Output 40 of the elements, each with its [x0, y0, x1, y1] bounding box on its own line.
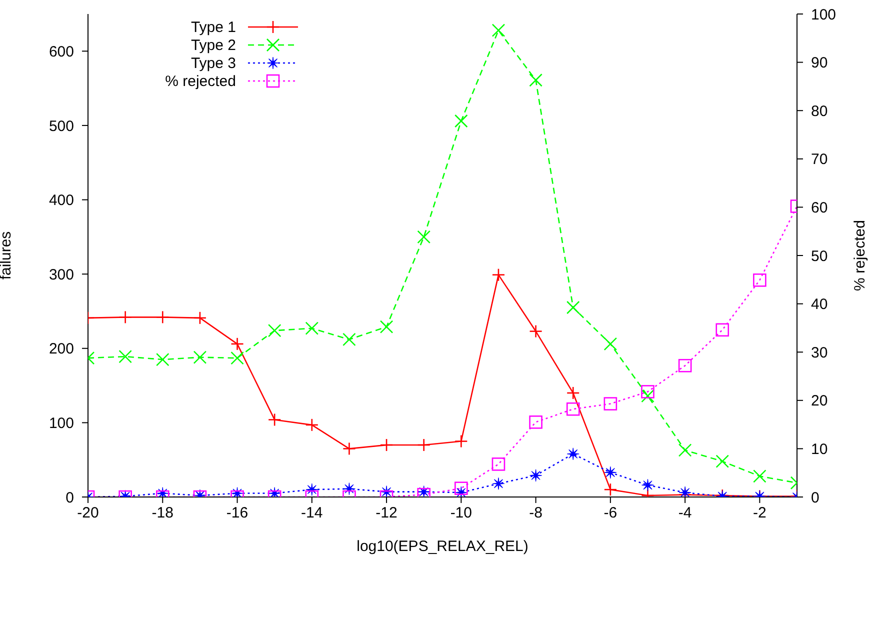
- point: [604, 466, 617, 479]
- legend-label: Type 1: [190, 18, 236, 36]
- y2-tick-label: 60: [811, 200, 828, 217]
- y2-tick-label: 70: [811, 151, 828, 168]
- y2-tick-label: 30: [811, 344, 828, 362]
- y2-tick-label: 50: [811, 248, 828, 265]
- y2-tick-label: 0: [811, 489, 820, 506]
- x-tick-label: -20: [77, 504, 99, 522]
- point: [492, 477, 505, 490]
- y2-tick-label: 20: [811, 392, 828, 410]
- point: [678, 486, 692, 497]
- y-tick-label: 500: [48, 118, 74, 135]
- x-tick-label: -8: [529, 504, 542, 522]
- y2-tick-label: 10: [811, 441, 828, 458]
- x-tick-label: -18: [152, 504, 174, 522]
- y-tick-label: 0: [66, 489, 74, 506]
- y2-axis-title: % rejected: [851, 220, 868, 291]
- x-tick-label: -2: [753, 504, 766, 522]
- x-tick-label: -4: [678, 504, 692, 522]
- y-tick-label: 100: [48, 415, 74, 432]
- point: [529, 469, 542, 482]
- x-tick-label: -10: [450, 504, 472, 522]
- y-tick-label: 400: [48, 192, 74, 210]
- y-tick-label: 300: [48, 266, 74, 284]
- y2-tick-label: 80: [811, 102, 828, 120]
- legend-label: Type 2: [190, 36, 236, 54]
- y2-tick-label: 40: [811, 296, 828, 314]
- x-tick-label: -16: [226, 504, 248, 522]
- legend-label: Type 3: [190, 54, 236, 72]
- x-tick-label: -12: [376, 504, 398, 522]
- x-tick-label: -6: [604, 504, 618, 522]
- x-axis-title: log10(EPS_RELAX_REL): [356, 538, 528, 555]
- y2-tick-label: 100: [811, 6, 836, 24]
- y-tick-label: 600: [48, 43, 74, 60]
- point: [641, 478, 654, 492]
- y-tick-label: 200: [48, 340, 74, 358]
- point: [566, 448, 580, 460]
- y2-tick-label: 90: [811, 54, 828, 72]
- legend-label: % rejected: [165, 72, 236, 90]
- x-tick-label: -14: [301, 504, 323, 522]
